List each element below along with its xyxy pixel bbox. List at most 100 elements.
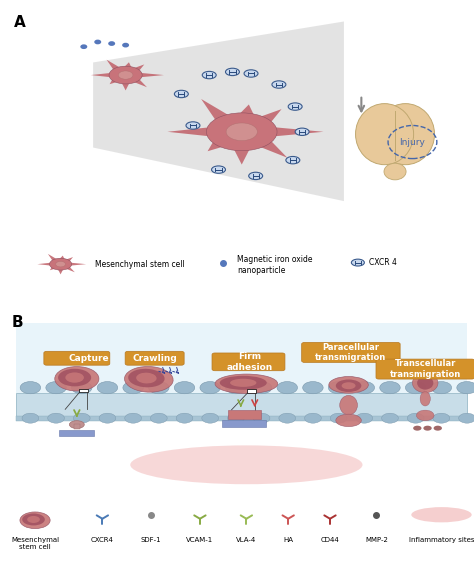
Ellipse shape xyxy=(288,103,302,110)
Ellipse shape xyxy=(340,395,357,415)
Circle shape xyxy=(174,382,195,394)
Ellipse shape xyxy=(22,513,45,525)
Circle shape xyxy=(405,382,426,394)
FancyBboxPatch shape xyxy=(74,423,80,429)
FancyBboxPatch shape xyxy=(59,430,94,435)
Ellipse shape xyxy=(27,516,40,523)
Polygon shape xyxy=(59,256,65,260)
Ellipse shape xyxy=(56,261,65,267)
Polygon shape xyxy=(107,60,121,71)
Polygon shape xyxy=(124,62,132,68)
Ellipse shape xyxy=(80,44,87,49)
Circle shape xyxy=(279,413,296,423)
FancyBboxPatch shape xyxy=(247,389,255,393)
Text: CXCR 4: CXCR 4 xyxy=(370,258,397,267)
Ellipse shape xyxy=(118,71,133,79)
Circle shape xyxy=(20,382,41,394)
Ellipse shape xyxy=(136,372,156,383)
Polygon shape xyxy=(121,83,130,91)
Ellipse shape xyxy=(416,410,434,421)
Circle shape xyxy=(330,413,347,423)
Circle shape xyxy=(73,413,90,423)
Polygon shape xyxy=(109,78,118,84)
Circle shape xyxy=(150,413,167,423)
Ellipse shape xyxy=(186,122,200,129)
Circle shape xyxy=(305,413,321,423)
Polygon shape xyxy=(48,254,57,261)
Polygon shape xyxy=(256,109,282,126)
Ellipse shape xyxy=(226,123,257,140)
Ellipse shape xyxy=(220,376,267,390)
Circle shape xyxy=(72,382,92,394)
Ellipse shape xyxy=(202,72,216,79)
Polygon shape xyxy=(65,257,73,262)
Ellipse shape xyxy=(207,113,277,151)
Ellipse shape xyxy=(295,128,309,135)
FancyBboxPatch shape xyxy=(17,415,467,421)
FancyBboxPatch shape xyxy=(17,393,467,416)
Circle shape xyxy=(382,413,398,423)
Text: Inflammatory sites: Inflammatory sites xyxy=(409,537,474,543)
Circle shape xyxy=(123,382,143,394)
Circle shape xyxy=(148,382,169,394)
Circle shape xyxy=(413,426,421,431)
Text: Capture: Capture xyxy=(68,354,109,363)
Ellipse shape xyxy=(211,166,226,173)
Ellipse shape xyxy=(244,70,258,77)
Text: Mesenchymal stem cell: Mesenchymal stem cell xyxy=(95,260,185,269)
Circle shape xyxy=(176,413,193,423)
Polygon shape xyxy=(65,266,75,272)
FancyBboxPatch shape xyxy=(228,410,261,419)
Ellipse shape xyxy=(69,421,84,429)
Polygon shape xyxy=(256,138,287,158)
Text: A: A xyxy=(14,15,26,30)
Polygon shape xyxy=(208,138,227,151)
Polygon shape xyxy=(133,64,144,72)
Text: HA: HA xyxy=(283,537,293,543)
FancyBboxPatch shape xyxy=(222,419,266,426)
Circle shape xyxy=(99,413,116,423)
Ellipse shape xyxy=(58,369,91,386)
Polygon shape xyxy=(133,78,147,87)
Ellipse shape xyxy=(94,40,101,44)
Circle shape xyxy=(125,413,141,423)
Text: SDF-1: SDF-1 xyxy=(141,537,162,543)
Circle shape xyxy=(202,413,219,423)
FancyBboxPatch shape xyxy=(301,343,400,362)
Circle shape xyxy=(46,382,66,394)
Ellipse shape xyxy=(376,104,435,164)
Text: VLA-4: VLA-4 xyxy=(236,537,256,543)
Polygon shape xyxy=(167,127,215,137)
Text: Firm
adhesion: Firm adhesion xyxy=(227,352,273,371)
Text: VCAM-1: VCAM-1 xyxy=(186,537,214,543)
Ellipse shape xyxy=(411,507,472,523)
Ellipse shape xyxy=(215,374,278,394)
Circle shape xyxy=(228,413,244,423)
Ellipse shape xyxy=(230,379,256,387)
Circle shape xyxy=(380,382,400,394)
Text: CD44: CD44 xyxy=(320,537,339,543)
Circle shape xyxy=(303,382,323,394)
Ellipse shape xyxy=(420,391,430,406)
Ellipse shape xyxy=(329,376,368,393)
Text: Crawling: Crawling xyxy=(132,354,177,363)
Circle shape xyxy=(277,382,298,394)
Circle shape xyxy=(97,382,118,394)
Circle shape xyxy=(423,426,432,431)
Ellipse shape xyxy=(108,41,115,46)
Polygon shape xyxy=(233,147,251,164)
Ellipse shape xyxy=(412,373,438,393)
Circle shape xyxy=(200,382,220,394)
Ellipse shape xyxy=(336,414,361,427)
Circle shape xyxy=(407,413,424,423)
Circle shape xyxy=(431,382,452,394)
Polygon shape xyxy=(50,266,56,270)
Text: Mesenchymal
stem cell: Mesenchymal stem cell xyxy=(11,537,59,551)
Ellipse shape xyxy=(384,163,406,180)
Ellipse shape xyxy=(249,172,263,179)
Circle shape xyxy=(459,413,474,423)
Circle shape xyxy=(433,413,450,423)
Ellipse shape xyxy=(130,445,363,484)
Ellipse shape xyxy=(20,512,50,529)
Text: Transcellular
transmigration: Transcellular transmigration xyxy=(390,359,461,379)
